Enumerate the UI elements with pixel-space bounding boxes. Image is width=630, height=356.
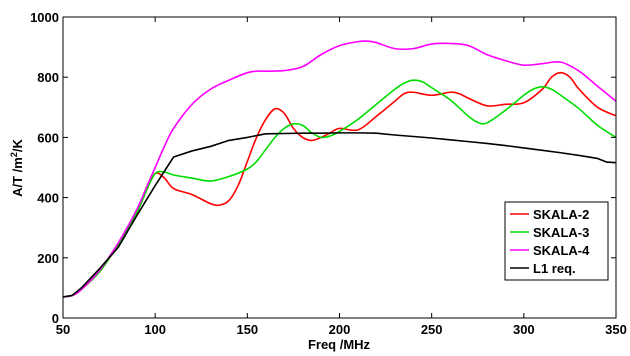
ticks-group: 50 100 150 200 250 300 350 0 200 400 600 800 1000: [30, 10, 627, 337]
y-tick-label: 400: [37, 191, 59, 206]
y-tick-label: 200: [37, 251, 59, 266]
x-tick-label: 100: [144, 322, 166, 337]
legend-label-skala-2: SKALA-2: [533, 207, 589, 222]
x-tick-label: 300: [513, 322, 535, 337]
x-tick-label: 350: [605, 322, 627, 337]
legend-items: SKALA-2 SKALA-3 SKALA-4 L1 req.: [510, 207, 590, 276]
x-tick-label: 200: [329, 322, 351, 337]
legend-label-l1-req: L1 req.: [533, 261, 576, 276]
legend-box: [504, 201, 609, 281]
series-group: [62, 40, 617, 298]
y-tick-label: 0: [52, 311, 59, 326]
legend-label-skala-3: SKALA-3: [533, 225, 589, 240]
series-line-skala-4: [62, 40, 617, 298]
x-tick-label: 150: [236, 322, 258, 337]
series-line-l1-req: [62, 132, 617, 298]
x-tick-label: 250: [421, 322, 443, 337]
legend: SKALA-2 SKALA-3 SKALA-4 L1 req.: [504, 201, 609, 281]
y-axis-label-superscript: 2: [9, 152, 19, 157]
y-axis-label: A/T /m2/K: [9, 139, 25, 197]
y-axis-label-unit: /K: [10, 139, 25, 153]
y-axis-label-main: A/T /m: [10, 157, 25, 197]
series-line-skala-2: [62, 71, 617, 298]
y-tick-label: 600: [37, 130, 59, 145]
y-tick-label: 800: [37, 70, 59, 85]
legend-label-skala-4: SKALA-4: [533, 243, 590, 258]
x-axis-label: Freq /MHz: [308, 337, 371, 352]
y-tick-label: 1000: [30, 10, 59, 25]
x-tick-label: 50: [56, 322, 70, 337]
series-line-skala-3: [62, 79, 617, 298]
